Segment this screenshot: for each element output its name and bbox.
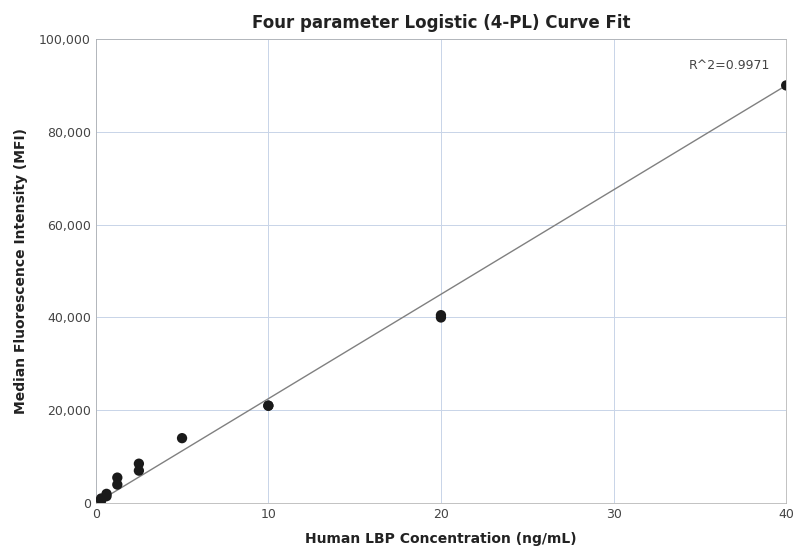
Y-axis label: Median Fluorescence Intensity (MFI): Median Fluorescence Intensity (MFI) bbox=[14, 128, 28, 414]
Text: R^2=0.9971: R^2=0.9971 bbox=[689, 59, 770, 72]
Point bbox=[435, 313, 448, 322]
Point bbox=[100, 492, 113, 501]
Point bbox=[95, 494, 107, 503]
Point bbox=[262, 401, 275, 410]
Point bbox=[95, 496, 107, 505]
Point bbox=[175, 433, 188, 442]
Point bbox=[133, 466, 145, 475]
Point bbox=[435, 311, 448, 320]
X-axis label: Human LBP Concentration (ng/mL): Human LBP Concentration (ng/mL) bbox=[305, 532, 577, 546]
Point bbox=[100, 489, 113, 498]
Point bbox=[262, 401, 275, 410]
Point bbox=[780, 81, 793, 90]
Point bbox=[133, 459, 145, 468]
Title: Four parameter Logistic (4-PL) Curve Fit: Four parameter Logistic (4-PL) Curve Fit bbox=[252, 14, 630, 32]
Point bbox=[111, 473, 124, 482]
Point bbox=[111, 480, 124, 489]
